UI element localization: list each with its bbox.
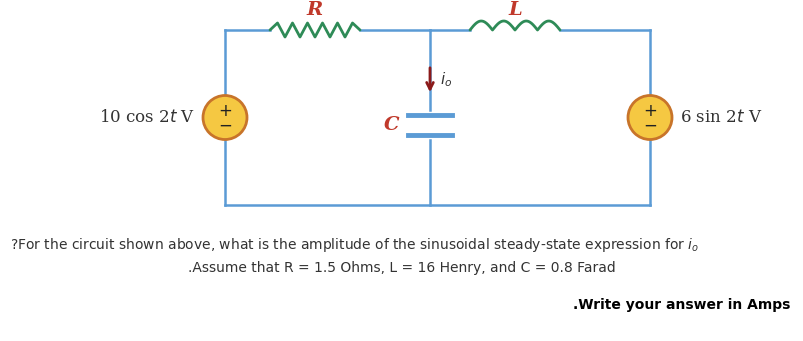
Text: $i_o$: $i_o$ (439, 71, 452, 89)
Text: L: L (507, 1, 521, 19)
Text: +: + (642, 102, 656, 119)
Text: .Write your answer in Amps: .Write your answer in Amps (572, 298, 789, 312)
Text: C: C (384, 116, 399, 134)
Text: 10 cos 2$t$ V: 10 cos 2$t$ V (99, 109, 195, 126)
Text: −: − (642, 117, 656, 134)
Circle shape (202, 95, 247, 139)
Text: R: R (307, 1, 323, 19)
Text: ?For the circuit shown above, what is the amplitude of the sinusoidal steady-sta: ?For the circuit shown above, what is th… (10, 236, 699, 254)
Text: 6 sin 2$t$ V: 6 sin 2$t$ V (679, 109, 761, 126)
Text: +: + (218, 102, 231, 119)
Circle shape (627, 95, 671, 139)
Text: −: − (218, 117, 231, 134)
Text: .Assume that R = 1.5 Ohms, L = 16 Henry, and C = 0.8 Farad: .Assume that R = 1.5 Ohms, L = 16 Henry,… (188, 261, 615, 275)
